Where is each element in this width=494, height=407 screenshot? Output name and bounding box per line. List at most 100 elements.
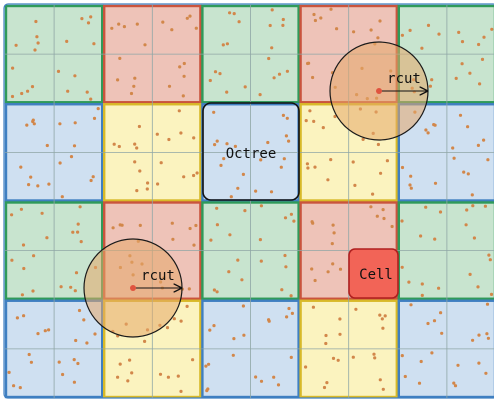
particle [331, 262, 335, 266]
particle [15, 316, 19, 320]
particle [270, 8, 274, 12]
particle [225, 42, 229, 46]
particle [379, 171, 383, 175]
particle [270, 46, 274, 50]
particle [289, 294, 293, 298]
particle [20, 293, 24, 297]
particle [310, 220, 314, 224]
particle [378, 19, 382, 23]
particle [194, 26, 198, 30]
particle [56, 69, 61, 73]
rcut-label-bottom: rcut [141, 268, 175, 284]
particle [227, 270, 231, 274]
particle [279, 165, 283, 169]
particle [89, 97, 93, 101]
particle [77, 308, 82, 313]
particle [289, 212, 293, 216]
particle [281, 113, 285, 117]
particle [326, 178, 330, 182]
particle [485, 302, 490, 306]
particle [57, 360, 61, 364]
particle [188, 226, 192, 231]
particle [117, 22, 121, 26]
particle [433, 237, 437, 241]
particle [375, 214, 379, 218]
particle [409, 303, 413, 307]
particle [457, 30, 461, 34]
particle [110, 26, 114, 30]
particle [419, 359, 423, 364]
particle [204, 364, 208, 368]
particle [306, 166, 310, 170]
particle [156, 182, 160, 186]
particle [276, 383, 281, 387]
particle [130, 371, 134, 375]
particle [91, 175, 95, 179]
rcut-label-top: rcut [387, 71, 421, 87]
particle [170, 28, 174, 32]
particle [74, 271, 79, 275]
particle [22, 314, 26, 318]
particle [29, 360, 33, 364]
particle [65, 39, 69, 44]
particle [313, 165, 317, 169]
particle [487, 253, 491, 257]
particle [167, 84, 172, 88]
particle [208, 78, 212, 83]
particle [464, 223, 468, 227]
particle [330, 242, 334, 246]
particle [312, 119, 316, 123]
particle [292, 219, 296, 223]
particle [233, 144, 237, 148]
particle [208, 328, 212, 332]
particle [89, 178, 93, 183]
particle [161, 20, 165, 24]
particle [159, 161, 163, 165]
particle [321, 126, 325, 130]
particle [289, 355, 293, 359]
particle [287, 139, 291, 143]
particle [311, 305, 315, 309]
particle [333, 114, 337, 119]
particle [207, 362, 211, 366]
particle [378, 378, 382, 382]
particle [385, 159, 389, 163]
particle [26, 89, 30, 93]
particle [192, 136, 196, 140]
particle [371, 192, 375, 196]
particle [118, 56, 122, 61]
particle [439, 311, 443, 315]
block-grid [3, 3, 494, 399]
particle [482, 138, 486, 142]
particle [243, 85, 247, 89]
particle [76, 361, 80, 366]
particle [195, 171, 199, 175]
octree-box: Octree [202, 102, 300, 201]
particle [267, 319, 271, 323]
particle [165, 326, 170, 330]
particle [287, 306, 291, 311]
particle [36, 41, 40, 45]
particle [27, 183, 31, 187]
particle [490, 27, 494, 31]
particle [254, 189, 258, 193]
particle [354, 307, 358, 311]
particle [218, 72, 222, 76]
particle [89, 15, 93, 19]
particle [322, 385, 327, 390]
particle [380, 317, 384, 321]
particle [351, 355, 355, 359]
particle [335, 27, 339, 31]
particle [60, 195, 64, 199]
particle [179, 319, 183, 323]
particle [305, 162, 309, 166]
particle [170, 221, 174, 225]
particle [194, 223, 198, 228]
particle [187, 287, 191, 291]
particle [228, 233, 232, 237]
particle [236, 258, 240, 262]
particle [69, 285, 73, 289]
particle [417, 381, 422, 385]
particle [307, 61, 311, 65]
particle [86, 21, 91, 25]
